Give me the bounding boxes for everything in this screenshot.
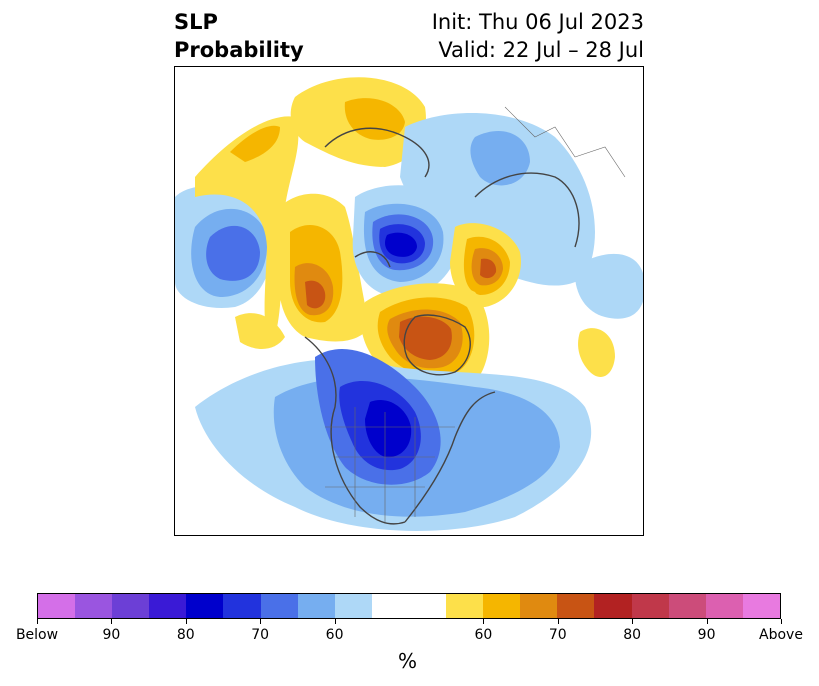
coastlines xyxy=(304,127,580,525)
colorbar-segment xyxy=(75,594,113,618)
title-variable: SLP xyxy=(174,10,218,34)
colorbar-tick-label: 90 xyxy=(697,627,716,643)
colorbar-tick-mark xyxy=(781,619,782,624)
colorbar-segment xyxy=(186,594,224,618)
colorbar xyxy=(37,593,781,619)
colorbar-segment xyxy=(112,594,150,618)
colorbar-segment xyxy=(149,594,187,618)
colorbar-segment xyxy=(742,594,780,618)
colorbar-segment xyxy=(408,594,447,618)
init-date: Init: Thu 06 Jul 2023 xyxy=(431,10,644,34)
colorbar-tick-label: 70 xyxy=(548,627,567,643)
colorbar-tick-label: 60 xyxy=(474,627,493,643)
colorbar-tick-mark xyxy=(111,619,113,624)
colorbar-segment xyxy=(483,594,521,618)
colorbar-segment xyxy=(557,594,595,618)
pole-navy xyxy=(385,232,417,257)
colorbar-segment xyxy=(334,594,372,618)
valid-range: Valid: 22 Jul – 28 Jul xyxy=(438,38,644,62)
east-light-blue xyxy=(574,254,643,319)
colorbar-tick-mark xyxy=(483,619,485,624)
colorbar-tick-label: 80 xyxy=(623,627,642,643)
western-gold xyxy=(230,125,280,162)
colorbar-tick-label: Above xyxy=(759,627,803,643)
east-yellow xyxy=(578,328,615,377)
colorbar-tick-mark xyxy=(185,619,187,624)
colorbar-tick-mark xyxy=(632,619,634,624)
colorbar-segment xyxy=(594,594,632,618)
borders xyxy=(325,106,626,522)
map-svg xyxy=(175,67,643,535)
chart-title-left: SLP Probability xyxy=(174,8,304,64)
namerica-navy xyxy=(365,399,412,458)
colorbar-tick-label: 80 xyxy=(176,627,195,643)
colorbar-segment xyxy=(520,594,558,618)
colorbar-tick-mark xyxy=(557,619,559,624)
alaska-rust xyxy=(305,280,326,309)
colorbar-segment xyxy=(371,594,409,618)
colorbar-segment xyxy=(446,594,484,618)
greenland-rust xyxy=(399,316,452,360)
colorbar-segment xyxy=(297,594,335,618)
colorbar-tick-mark xyxy=(334,619,336,624)
colorbar-segment xyxy=(223,594,261,618)
colorbar-tick-label: 60 xyxy=(325,627,344,643)
colorbar-tick-label: 70 xyxy=(251,627,270,643)
eurasia-mid-blue xyxy=(470,131,530,186)
colorbar-tick-label: Below xyxy=(15,627,59,643)
colorbar-segment xyxy=(38,594,76,618)
western-yellow xyxy=(195,116,299,338)
title-quantity: Probability xyxy=(174,38,304,62)
chart-title-right: Init: Thu 06 Jul 2023 Valid: 22 Jul – 28… xyxy=(432,8,644,64)
colorbar-tick-label: 90 xyxy=(102,627,121,643)
colorbar-segment xyxy=(705,594,743,618)
colorbar-tick-mark xyxy=(260,619,262,624)
polar-map xyxy=(174,66,644,536)
pacific-blue xyxy=(206,225,260,281)
colorbar-segment xyxy=(260,594,298,618)
colorbar-segment xyxy=(668,594,706,618)
colorbar-tick-mark xyxy=(706,619,708,624)
colorbar-unit: % xyxy=(398,649,418,673)
colorbar-segment xyxy=(631,594,669,618)
colorbar-tick-mark xyxy=(37,619,38,624)
scandinavia-rust xyxy=(480,258,497,279)
west-yellow-strip xyxy=(235,313,285,349)
